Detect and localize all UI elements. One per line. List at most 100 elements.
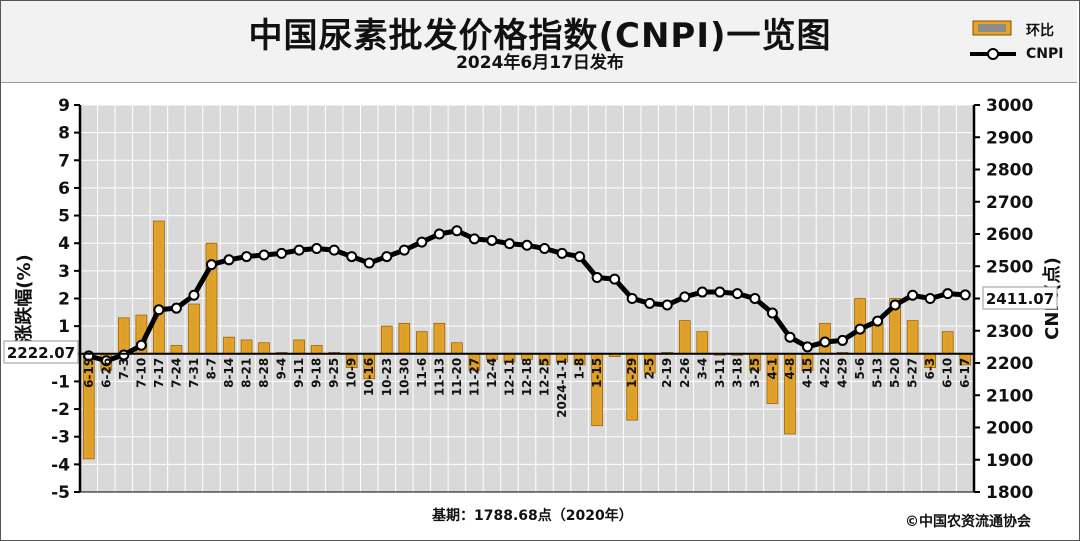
- left-tick-label: 2: [58, 290, 70, 310]
- cnpi-point: [433, 228, 445, 240]
- x-tick-label: 9-25: [327, 358, 341, 388]
- x-tick-label: 4-15: [800, 358, 814, 388]
- x-tick-label: 9-4: [275, 358, 289, 380]
- end-value-label-text: 2411.07: [986, 290, 1054, 308]
- cnpi-point: [819, 336, 831, 348]
- x-tick-label: 12-25: [538, 358, 552, 396]
- bar-inner: [559, 355, 565, 361]
- cnpi-point: [644, 297, 656, 309]
- x-tick-label: 12-4: [485, 358, 499, 388]
- bar-inner: [436, 324, 443, 353]
- x-tick-label: 4-29: [836, 358, 850, 388]
- start-value-label: 2222.07: [3, 340, 79, 364]
- cnpi-point: [679, 291, 691, 303]
- legend-line-swatch: [970, 48, 1016, 60]
- cnpi-point: [959, 289, 971, 301]
- x-tick-label: 10-16: [362, 358, 376, 396]
- legend-item-bar: 环比: [968, 18, 1078, 40]
- end-value-label-box: [982, 286, 1058, 310]
- cnpi-point: [135, 339, 147, 351]
- cnpi-point: [889, 299, 901, 311]
- bar-inner: [261, 344, 267, 353]
- x-tick-label: 2-26: [678, 358, 692, 388]
- cnpi-point: [574, 251, 586, 263]
- bar-inner: [471, 355, 478, 369]
- cnpi-point: [328, 244, 340, 256]
- cnpi-point: [591, 272, 603, 284]
- bar-inner: [594, 355, 601, 425]
- bar-inner: [787, 355, 793, 433]
- cnpi-point: [100, 355, 112, 367]
- cnpi-point: [398, 244, 410, 256]
- x-tick-label: 7-10: [134, 358, 148, 388]
- right-tick-label: 2500: [986, 257, 1033, 277]
- bar-inner: [313, 346, 320, 353]
- left-tick-label: -1: [51, 372, 70, 392]
- cnpi-point: [749, 293, 761, 304]
- x-tick-label: 5-6: [853, 358, 867, 380]
- x-tick-label: 8-21: [240, 358, 254, 388]
- bar-inner: [296, 341, 303, 353]
- bar-inner: [699, 333, 706, 353]
- bar-inner: [243, 341, 250, 353]
- x-tick-label: 8-28: [257, 358, 271, 388]
- x-tick-label: 4-8: [783, 358, 797, 380]
- right-tick-label: 3000: [986, 96, 1033, 116]
- cnpi-point: [293, 244, 305, 256]
- legend-item-line: CNPI: [968, 44, 1078, 66]
- right-tick-label: 2600: [986, 225, 1033, 245]
- cnpi-point: [626, 293, 638, 304]
- x-tick-label: 5-13: [871, 358, 885, 388]
- bar-inner: [418, 333, 425, 353]
- left-tick-label: 6: [58, 179, 70, 199]
- x-tick-label: 10-30: [397, 358, 411, 396]
- x-tick-label: 10-23: [380, 358, 394, 396]
- bar-inner: [524, 355, 530, 358]
- bar-inner: [769, 355, 776, 403]
- cnpi-point: [854, 323, 866, 335]
- legend: 环比 CNPI: [968, 16, 1078, 72]
- left-tick-label: -4: [51, 455, 70, 475]
- cnpi-point: [503, 238, 515, 250]
- cnpi-point: [381, 251, 393, 263]
- x-tick-label: 1-15: [590, 358, 604, 388]
- bar-inner: [208, 244, 215, 353]
- right-tick-label: 2900: [986, 128, 1033, 148]
- x-tick-label: 8-7: [204, 358, 218, 380]
- x-tick-label: 9-18: [310, 358, 324, 388]
- cnpi-point: [924, 293, 936, 304]
- left-tick-label: 1: [58, 317, 70, 337]
- x-tick-label: 5-20: [888, 358, 902, 388]
- left-tick-label: 7: [58, 151, 70, 171]
- cnpi-point: [346, 251, 358, 263]
- left-tick-label: 9: [58, 96, 70, 116]
- x-tick-label: 8-14: [222, 358, 236, 388]
- bar-inner: [226, 338, 232, 353]
- x-tick-label: 1-29: [625, 358, 639, 388]
- left-tick-label: 4: [58, 234, 70, 254]
- bar-inner: [751, 355, 758, 369]
- x-tick-label: 4-22: [818, 358, 832, 388]
- x-tick-label: 3-18: [730, 358, 744, 388]
- bar-inner: [348, 355, 355, 367]
- bar-inner: [927, 355, 934, 367]
- x-tick-label: 6-26: [99, 358, 113, 388]
- bar-inner: [401, 324, 408, 353]
- bar-inner: [453, 344, 460, 353]
- bar-inner: [576, 355, 583, 364]
- x-tick-label: 3-4: [695, 358, 709, 380]
- left-axis-title: 涨跌幅(%): [13, 254, 35, 343]
- cnpi-point: [907, 289, 919, 301]
- bar-inner: [138, 316, 145, 353]
- right-tick-label: 1800: [986, 483, 1033, 503]
- x-tick-label: 12-11: [502, 358, 516, 396]
- cnpi-point: [153, 304, 165, 316]
- legend-bar-swatch: [972, 20, 1012, 36]
- cnpi-point: [784, 331, 796, 343]
- cnpi-point: [241, 251, 253, 263]
- left-tick-label: 5: [58, 207, 70, 227]
- cnpi-point: [696, 286, 708, 298]
- cnpi-point: [276, 247, 288, 259]
- x-tick-label: 11-13: [432, 358, 446, 396]
